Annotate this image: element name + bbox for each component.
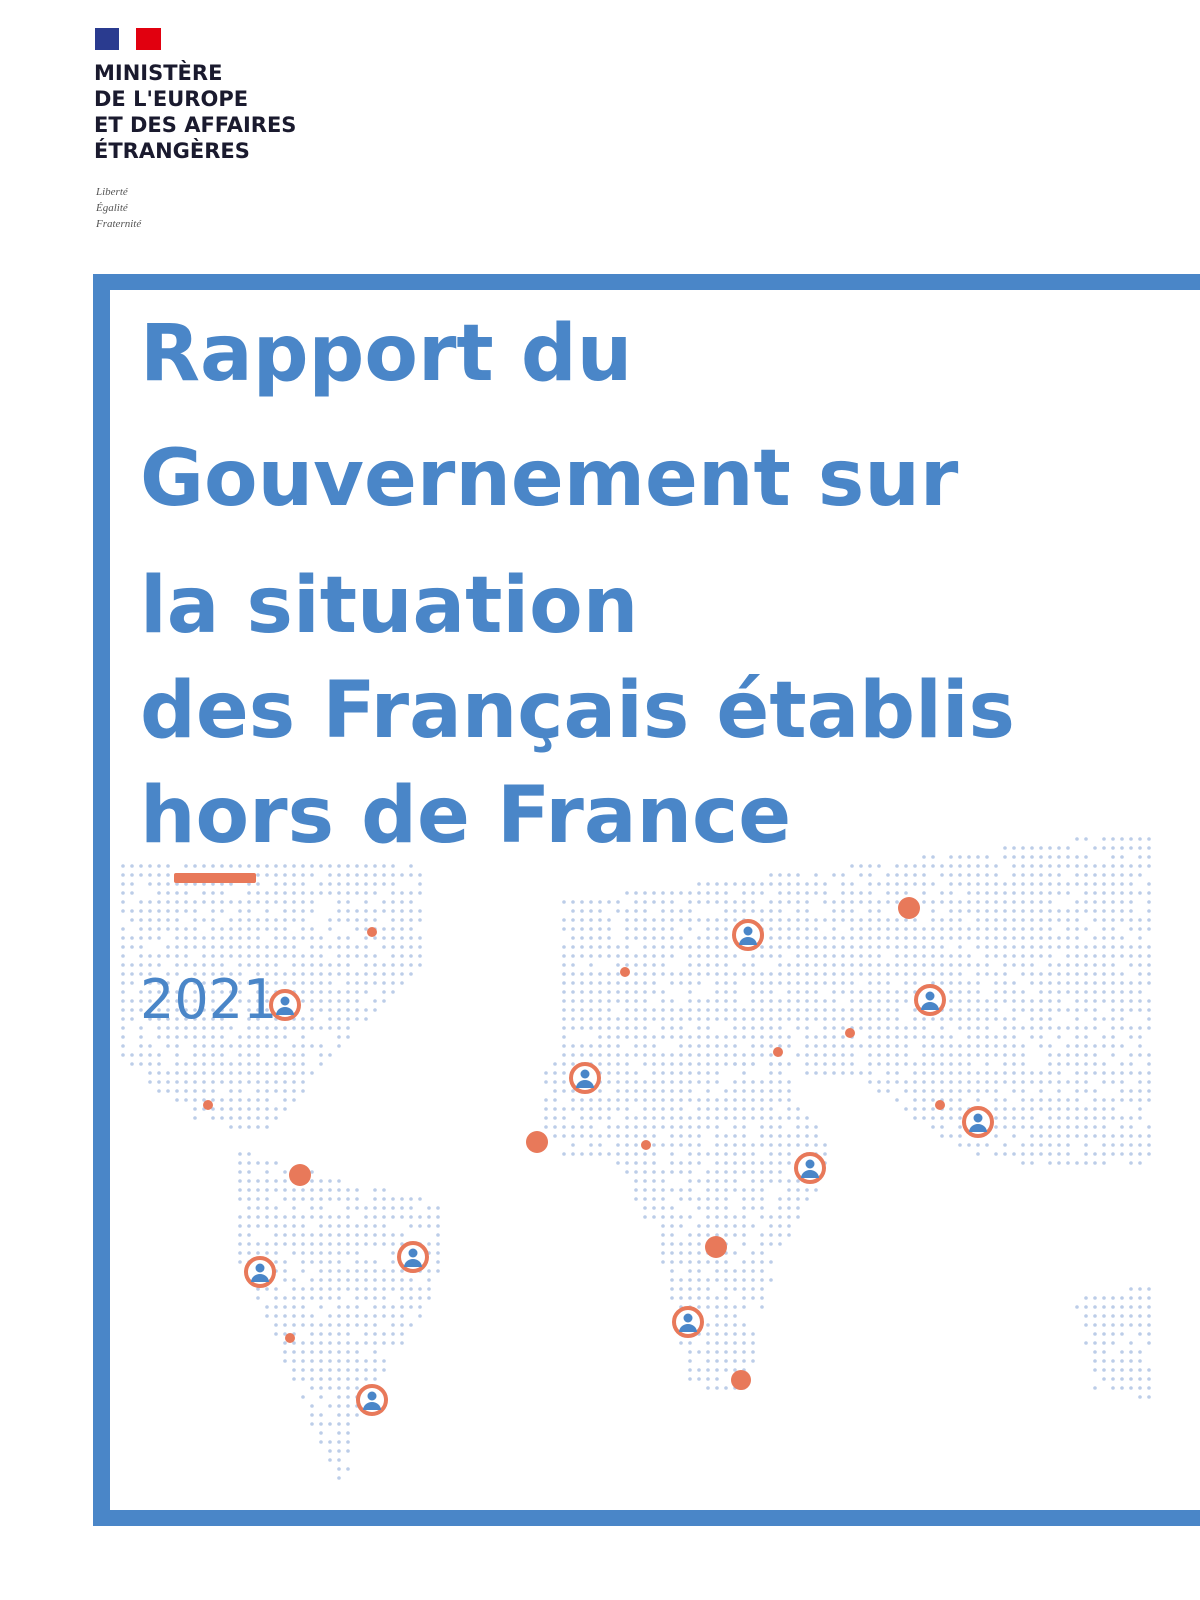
marker-head <box>280 996 290 1006</box>
person-marker <box>962 1106 994 1138</box>
map-dots <box>238 1152 440 1480</box>
marker-body <box>276 1007 294 1015</box>
ministry-line: DE L'EUROPE <box>94 87 248 111</box>
motto: Liberté Égalité Fraternité <box>95 186 142 230</box>
title-line: des Français établis <box>140 666 1015 756</box>
marker-head <box>255 1263 265 1273</box>
frame <box>93 274 1200 1526</box>
map-dots <box>1075 1287 1151 1399</box>
title: Rapport du Gouvernement sur la situation… <box>140 309 1015 861</box>
marker-body <box>801 1170 819 1178</box>
map-markers <box>203 897 994 1416</box>
title-line: Gouvernement sur <box>140 434 959 524</box>
title-line: Rapport du <box>140 309 632 399</box>
marker-head <box>408 1248 418 1258</box>
title-line: hors de France <box>140 771 791 861</box>
accent-dash <box>174 873 256 883</box>
map-dot <box>773 1047 783 1057</box>
marker-head <box>805 1159 815 1169</box>
person-marker <box>672 1306 704 1338</box>
ministry-line: ET DES AFFAIRES <box>94 113 296 137</box>
map-dots <box>544 1062 827 1390</box>
marker-body <box>404 1259 422 1267</box>
person-marker <box>397 1241 429 1273</box>
marker-body <box>679 1324 697 1332</box>
map-dot <box>289 1164 311 1186</box>
marker-head <box>683 1313 693 1323</box>
person-marker <box>794 1152 826 1184</box>
map-dot <box>526 1131 548 1153</box>
motto-line: Liberté <box>95 186 129 198</box>
map-dots <box>562 837 1151 1165</box>
marker-body <box>739 937 757 945</box>
map-dot <box>845 1028 855 1038</box>
ministry-line: ÉTRANGÈRES <box>94 138 250 163</box>
motto-line: Fraternité <box>95 218 142 230</box>
marker-head <box>925 991 935 1001</box>
world-map <box>121 837 1151 1480</box>
ministry-line: MINISTÈRE <box>94 60 222 85</box>
map-dot <box>898 897 920 919</box>
person-marker <box>356 1384 388 1416</box>
marker-head <box>580 1069 590 1079</box>
motto-line: Égalité <box>95 202 129 214</box>
marker-head <box>973 1113 983 1123</box>
marker-head <box>367 1391 377 1401</box>
map-dot <box>731 1370 751 1390</box>
logo-flag <box>95 28 161 50</box>
marker-body <box>576 1080 594 1088</box>
marker-body <box>921 1002 939 1010</box>
person-marker <box>269 989 301 1021</box>
person-marker <box>732 919 764 951</box>
person-marker <box>244 1256 276 1288</box>
title-line: la situation <box>140 561 638 651</box>
marker-body <box>251 1274 269 1282</box>
marker-body <box>969 1124 987 1132</box>
map-dot <box>203 1100 213 1110</box>
year: 2021 <box>140 968 277 1031</box>
map-dot <box>705 1236 727 1258</box>
marker-head <box>743 926 753 936</box>
map-dot <box>620 967 630 977</box>
ministry-name: MINISTÈRE DE L'EUROPE ET DES AFFAIRES ÉT… <box>94 60 296 163</box>
map-dot <box>285 1333 295 1343</box>
marker-body <box>363 1402 381 1410</box>
person-marker <box>569 1062 601 1094</box>
map-dot <box>935 1100 945 1110</box>
map-dot <box>641 1140 651 1150</box>
map-dot <box>367 927 377 937</box>
person-marker <box>914 984 946 1016</box>
